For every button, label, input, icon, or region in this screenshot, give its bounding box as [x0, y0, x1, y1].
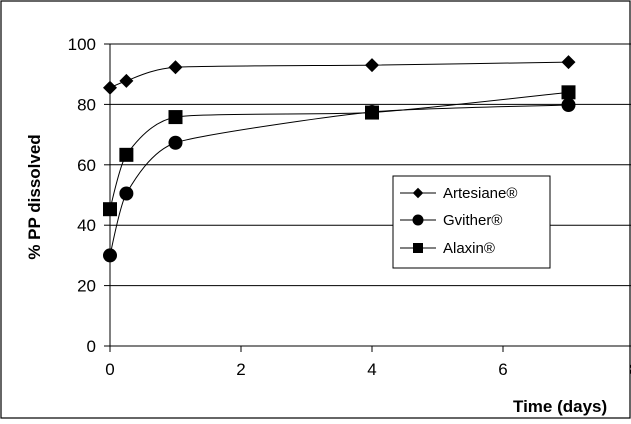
data-point-circle [103, 248, 117, 263]
legend-marker-circle [412, 214, 424, 226]
data-point-circle [561, 98, 576, 113]
data-point-diamond [168, 60, 183, 75]
data-point-diamond [103, 80, 117, 95]
legend: Artesiane® Gvither® Alaxin® [392, 175, 551, 269]
legend-label: Alaxin® [443, 240, 495, 257]
y-tick-label: 0 [87, 337, 96, 356]
data-point-circle [119, 186, 134, 201]
data-point-diamond [365, 58, 379, 73]
data-point-square [119, 147, 134, 162]
legend-marker-diamond [412, 187, 424, 199]
y-tick-label: 40 [77, 216, 96, 235]
data-point-diamond [119, 73, 134, 88]
y-tick-label: 100 [68, 35, 96, 54]
data-point-square [365, 105, 379, 120]
data-point-square [103, 202, 117, 217]
y-tick-label: 60 [77, 156, 96, 175]
y-tick-label: 20 [77, 277, 96, 296]
series-markers [103, 55, 576, 263]
ticks: 0 20 40 60 80 100 0 2 4 6 8 [68, 35, 631, 379]
y-axis-title: % PP dissolved [25, 134, 44, 259]
x-axis-title: Time (days) [513, 397, 607, 416]
data-point-diamond [561, 55, 576, 70]
x-tick-label: 4 [367, 360, 376, 379]
legend-label: Gvither® [443, 212, 502, 229]
y-tick-label: 80 [77, 95, 96, 114]
data-point-square [561, 85, 576, 100]
data-point-square [168, 110, 183, 125]
x-tick-label: 8 [629, 360, 631, 379]
legend-marker-square [413, 243, 423, 253]
legend-label: Artesiane® [443, 185, 517, 202]
x-tick-label: 2 [236, 360, 245, 379]
x-tick-label: 0 [105, 360, 114, 379]
x-tick-label: 6 [498, 360, 507, 379]
data-point-circle [168, 135, 183, 150]
